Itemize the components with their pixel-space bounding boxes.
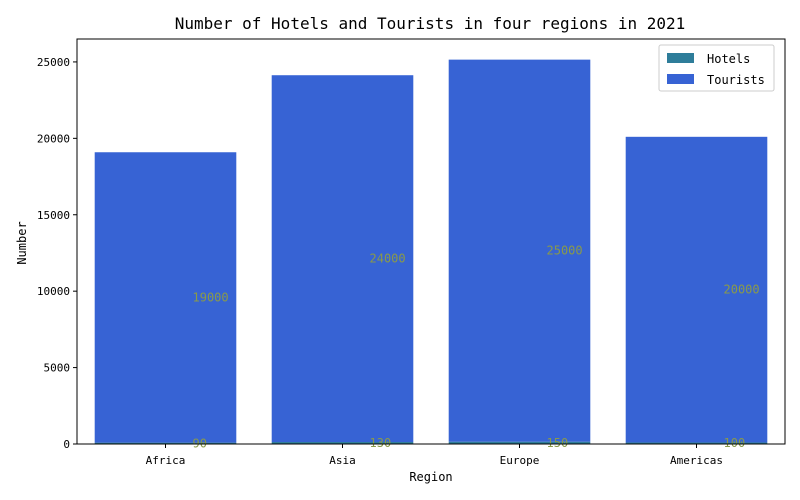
x-tick-label: Africa (146, 454, 186, 467)
data-label-hotels-africa: 90 (193, 436, 207, 450)
y-tick-label: 15000 (37, 209, 70, 222)
legend-label-tourists: Tourists (707, 73, 765, 87)
y-axis-label: Number (15, 221, 29, 264)
data-labels-layer: 90 19000 130 24000 150 25000 100 20000 (193, 244, 760, 451)
x-tick-label: Asia (329, 454, 356, 467)
data-label-hotels-europe: 150 (547, 436, 569, 450)
x-tick-label: Europe (500, 454, 540, 467)
bar-tourists-africa (94, 152, 237, 443)
legend-swatch-hotels (667, 53, 694, 63)
x-tick-label: Americas (670, 454, 723, 467)
bar-hotels-europe (448, 441, 591, 444)
legend: Hotels Tourists (658, 44, 775, 92)
data-label-hotels-asia: 130 (370, 436, 392, 450)
bar-tourists-asia (271, 75, 414, 443)
data-label-tourists-americas: 20000 (724, 283, 760, 297)
chart-title: Number of Hotels and Tourists in four re… (175, 14, 686, 33)
bar-tourists-europe (448, 59, 591, 442)
y-tick-label: 25000 (37, 56, 70, 69)
legend-swatch-tourists (667, 74, 694, 84)
data-label-tourists-africa: 19000 (193, 290, 229, 304)
bar-tourists-americas (625, 136, 768, 443)
data-label-tourists-europe: 25000 (547, 244, 583, 258)
axes-layer: 0 5000 10000 15000 20000 25000 Africa Asia Europ… (37, 38, 786, 467)
y-tick-label: 10000 (37, 285, 70, 298)
data-label-hotels-americas: 100 (724, 436, 746, 450)
y-tick-label: 5000 (44, 362, 71, 375)
bar-hotels-africa (94, 442, 237, 444)
plot-frame (76, 38, 786, 445)
data-label-tourists-asia: 24000 (370, 252, 406, 266)
legend-label-hotels: Hotels (707, 52, 750, 66)
bar-hotels-asia (271, 442, 414, 444)
y-tick-label: 20000 (37, 132, 70, 145)
x-axis-label: Region (409, 470, 452, 484)
y-tick-label: 0 (63, 438, 70, 451)
bar-hotels-americas (625, 442, 768, 444)
bars-layer (94, 59, 768, 444)
